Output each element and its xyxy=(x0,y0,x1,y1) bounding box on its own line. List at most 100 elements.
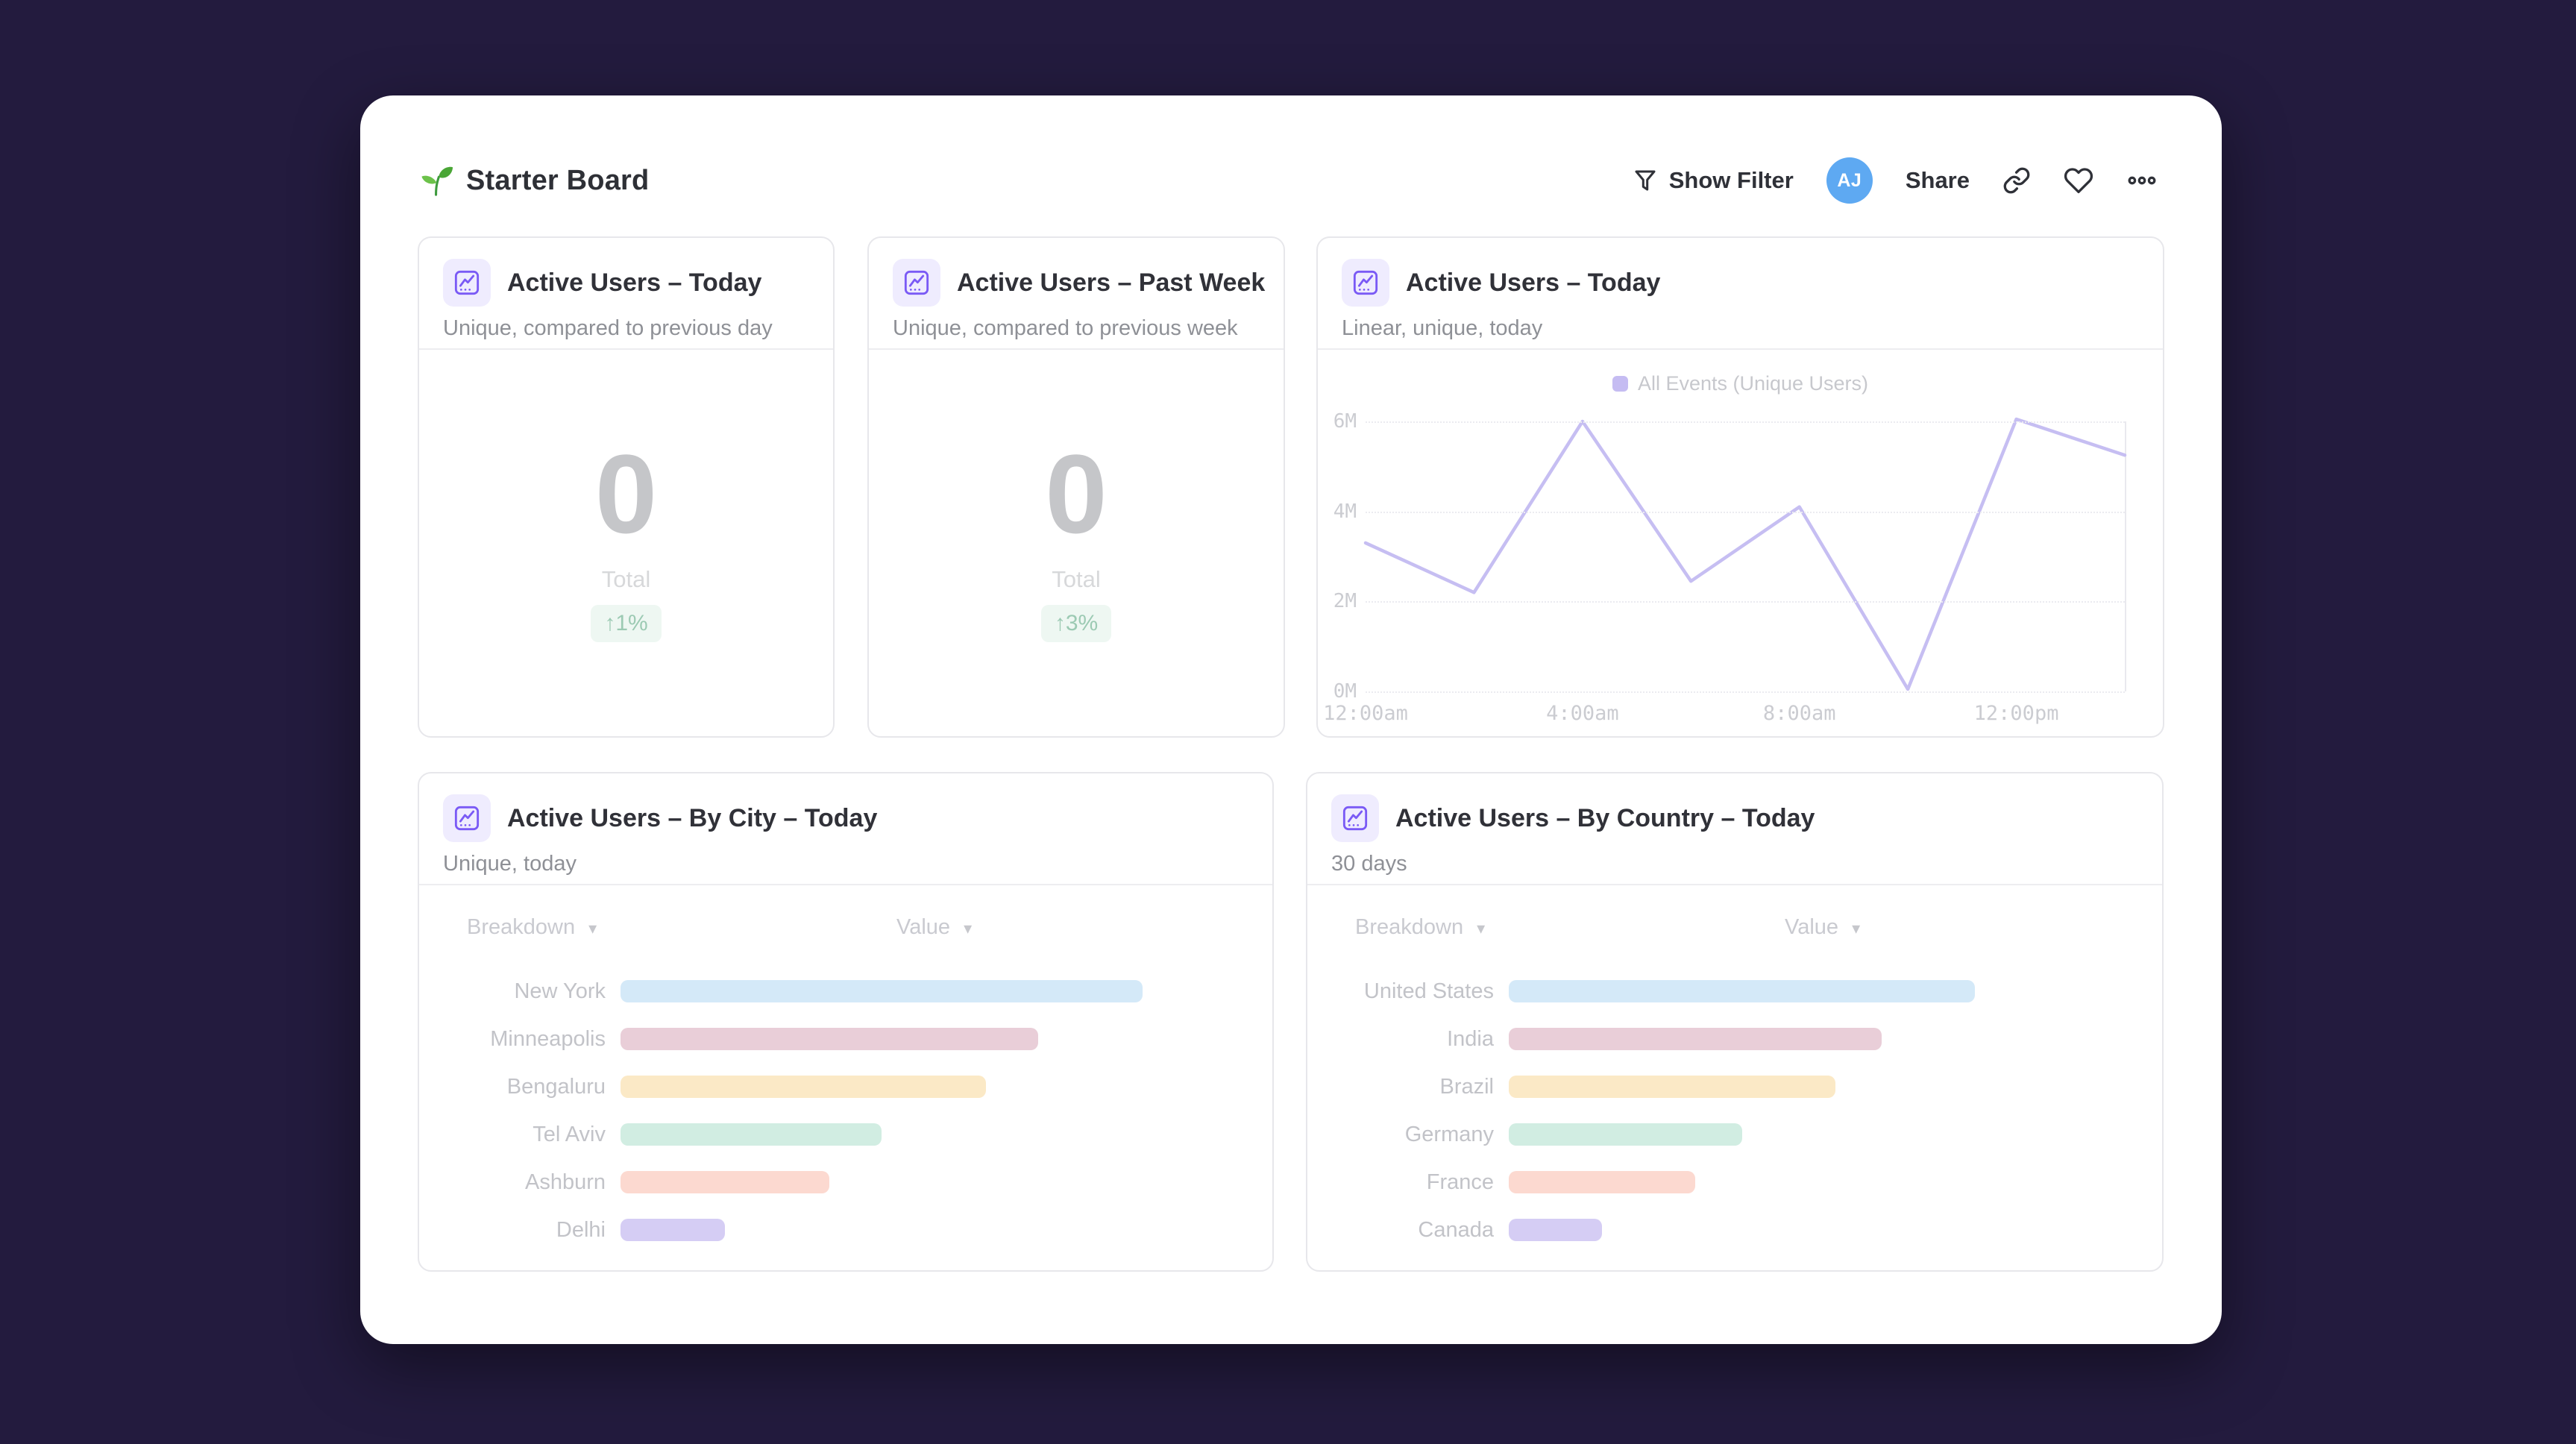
gridline xyxy=(1366,421,2125,423)
row-label: Minneapolis xyxy=(490,1026,606,1051)
value-header-label: Value xyxy=(896,915,951,939)
panel-active-users-today: Active Users – Today Unique, compared to… xyxy=(418,236,835,738)
funnel-icon xyxy=(1632,167,1659,194)
value-bar xyxy=(1509,1076,1835,1098)
table-header: Breakdown ▾ Value ▾ xyxy=(1307,911,2162,951)
table-row: Delhi xyxy=(419,1206,1272,1254)
avatar[interactable]: AJ xyxy=(1826,157,1873,204)
gridline xyxy=(1366,511,2125,513)
metric-content: 0 Total ↑3% xyxy=(869,350,1284,642)
share-button[interactable]: Share xyxy=(1906,167,1970,194)
line-chart-plot xyxy=(1366,419,2126,693)
value-bar xyxy=(1509,1123,1742,1146)
delta-badge: ↑1% xyxy=(591,605,662,642)
breakdown-column-header[interactable]: Breakdown ▾ xyxy=(467,915,597,940)
panel-header: Active Users – By Country – Today 30 day… xyxy=(1307,773,2162,885)
gridline xyxy=(1366,601,2125,603)
table-row: Ashburn xyxy=(419,1158,1272,1206)
link-icon xyxy=(2003,167,2030,194)
x-tick-label: 4:00am xyxy=(1546,702,1619,725)
row-label: Germany xyxy=(1404,1122,1494,1146)
value-bar xyxy=(621,1171,829,1193)
x-tick-label: 12:00am xyxy=(1323,702,1408,725)
metric-label: Total xyxy=(601,566,651,592)
panel-title[interactable]: Active Users – By City – Today xyxy=(507,803,878,832)
line-chart-icon xyxy=(443,259,491,307)
line-chart-icon xyxy=(443,794,491,842)
value-bar xyxy=(1509,1028,1882,1050)
dashboard-card: Starter Board Show Filter AJ Share xyxy=(360,95,2222,1344)
panel-subtitle: Linear, unique, today xyxy=(1342,316,1543,340)
favorite-button[interactable] xyxy=(2064,166,2093,195)
table-row: Canada xyxy=(1307,1206,2162,1254)
board-title: Starter Board xyxy=(420,163,649,198)
row-label: France xyxy=(1426,1170,1494,1194)
table-header: Breakdown ▾ Value ▾ xyxy=(419,911,1272,951)
value-column-header[interactable]: Value ▾ xyxy=(1785,915,1860,940)
dashboard-header: Starter Board Show Filter AJ Share xyxy=(420,139,2158,222)
legend-swatch-icon xyxy=(1612,376,1628,392)
country-table-rows: United States India Brazil Germany France Can… xyxy=(1307,967,2162,1254)
row-label: Brazil xyxy=(1439,1074,1494,1099)
show-filter-button[interactable]: Show Filter xyxy=(1632,167,1794,194)
row-label: United States xyxy=(1363,979,1494,1003)
row-label: Bengaluru xyxy=(506,1074,606,1099)
legend-label: All Events (Unique Users) xyxy=(1637,372,1869,395)
row-label: Tel Aviv xyxy=(533,1122,606,1146)
breakdown-table: Breakdown ▾ Value ▾ United States India Br… xyxy=(1307,885,2162,1254)
panel-active-users-by-city: Active Users – By City – Today Unique, t… xyxy=(418,772,1274,1272)
heart-icon xyxy=(2064,168,2093,194)
panel-title[interactable]: Active Users – Past Week xyxy=(957,268,1266,297)
x-axis-labels: 12:00am 4:00am 8:00am 12:00pm xyxy=(1323,702,2125,729)
value-column-header[interactable]: Value ▾ xyxy=(896,915,972,940)
row-label: Canada xyxy=(1418,1217,1494,1242)
chevron-down-icon: ▾ xyxy=(1852,919,1861,938)
line-chart-icon xyxy=(1331,794,1379,842)
row-label: New York xyxy=(514,979,606,1003)
value-bar xyxy=(621,1076,986,1098)
breakdown-header-label: Breakdown xyxy=(1355,915,1464,939)
y-tick-label: 6M xyxy=(1333,410,1357,433)
table-row: Germany xyxy=(1307,1111,2162,1158)
share-label: Share xyxy=(1905,167,1970,193)
show-filter-label: Show Filter xyxy=(1668,167,1794,193)
y-tick-label: 0M xyxy=(1333,680,1357,703)
panel-title[interactable]: Active Users – By Country – Today xyxy=(1395,803,1815,832)
table-row: Bengaluru xyxy=(419,1063,1272,1111)
panel-header: Active Users – By City – Today Unique, t… xyxy=(419,773,1272,885)
page-title: Starter Board xyxy=(466,164,650,196)
line-series xyxy=(1366,419,2125,689)
avatar-initials: AJ xyxy=(1837,169,1862,191)
panel-title[interactable]: Active Users – Today xyxy=(507,268,762,297)
header-actions: Show Filter AJ Share xyxy=(1632,157,2158,204)
value-bar xyxy=(1509,1171,1695,1193)
panel-active-users-line-chart: Active Users – Today Linear, unique, tod… xyxy=(1316,236,2164,738)
line-chart-icon xyxy=(1342,259,1389,307)
delta-badge: ↑3% xyxy=(1040,605,1112,642)
table-row: Tel Aviv xyxy=(419,1111,1272,1158)
more-options-button[interactable] xyxy=(2126,165,2158,196)
panel-title[interactable]: Active Users – Today xyxy=(1406,268,1661,297)
city-table-rows: New York Minneapolis Bengaluru Tel Aviv Ashb… xyxy=(419,967,1272,1254)
table-row: India xyxy=(1307,1015,2162,1063)
table-row: Brazil xyxy=(1307,1063,2162,1111)
y-tick-label: 2M xyxy=(1333,590,1357,613)
value-bar xyxy=(621,980,1143,1002)
row-label: India xyxy=(1447,1026,1494,1051)
value-bar xyxy=(621,1028,1038,1050)
metric-value: 0 xyxy=(594,431,658,556)
breakdown-column-header[interactable]: Breakdown ▾ xyxy=(1355,915,1485,940)
panel-subtitle: Unique, today xyxy=(443,852,577,876)
panel-subtitle: Unique, compared to previous day xyxy=(443,316,773,340)
copy-link-button[interactable] xyxy=(2002,166,2031,195)
panel-subtitle: 30 days xyxy=(1331,852,1407,876)
panel-header: Active Users – Past Week Unique, compare… xyxy=(869,238,1284,350)
breakdown-table: Breakdown ▾ Value ▾ New York Minneapolis B… xyxy=(419,885,1272,1254)
chevron-down-icon: ▾ xyxy=(1477,919,1486,938)
metric-label: Total xyxy=(1052,566,1101,592)
panel-active-users-past-week: Active Users – Past Week Unique, compare… xyxy=(867,236,1285,738)
value-bar xyxy=(621,1123,882,1146)
row-label: Ashburn xyxy=(524,1170,606,1194)
table-row: New York xyxy=(419,967,1272,1015)
value-bar xyxy=(621,1219,725,1241)
